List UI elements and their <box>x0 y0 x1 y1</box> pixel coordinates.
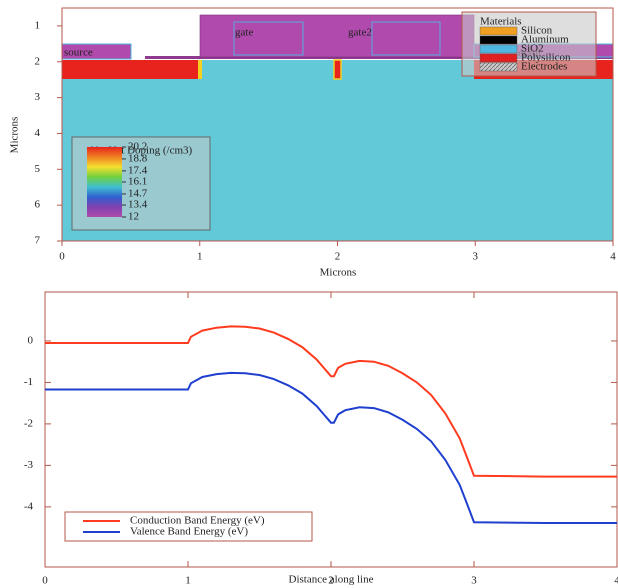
y-tick-label: 5 <box>35 163 41 175</box>
colorbar-label: 16.1 <box>128 176 147 188</box>
legend-swatch <box>480 36 517 44</box>
y-tick-label: -2 <box>24 417 33 429</box>
y-tick-label: 4 <box>35 127 41 139</box>
x-tick-label: 2 <box>335 251 341 263</box>
x-tick-label: 3 <box>473 251 479 263</box>
x-tick-label: 3 <box>471 575 477 587</box>
x-tick-label: 4 <box>614 575 618 587</box>
colorbar <box>87 147 122 217</box>
line-series <box>45 373 617 523</box>
x-tick-label: 1 <box>185 575 191 587</box>
region-label: source <box>64 47 93 59</box>
source-well <box>62 60 200 79</box>
y-tick-label: -4 <box>24 500 34 512</box>
x-tick-label: 2 <box>328 575 334 587</box>
colorbar-label: 12 <box>128 211 139 223</box>
colorbar-label: 13.4 <box>128 199 148 211</box>
y-tick-label: -3 <box>24 459 34 471</box>
y-tick-label: 0 <box>28 334 34 346</box>
junction <box>334 60 341 79</box>
legend-swatch <box>480 27 517 35</box>
region-label: gate <box>235 27 253 39</box>
y-tick-label: 1 <box>35 19 41 31</box>
x-tick-label: 0 <box>42 575 48 587</box>
x-tick-label: 4 <box>610 251 616 263</box>
junction <box>198 60 202 79</box>
line-series <box>45 326 617 476</box>
y-tick-label: -1 <box>24 376 33 388</box>
y-tick-label: 6 <box>35 199 41 211</box>
legend-swatch <box>480 63 517 71</box>
y-tick-label: 3 <box>35 91 41 103</box>
y-tick-label: 2 <box>35 55 41 67</box>
x-tick-label: 0 <box>59 251 65 263</box>
legend-label: Valence Band Energy (eV) <box>130 526 248 538</box>
x-axis-label: Microns <box>320 267 357 279</box>
legend-label: Electrodes <box>521 61 567 73</box>
colorbar-label: 18.8 <box>128 152 148 164</box>
legend-swatch <box>480 45 517 53</box>
y-tick-label: 7 <box>35 235 41 247</box>
page: source gate gate2 drain Materials Abs Ne… <box>0 0 618 588</box>
colorbar-label: 20.2 <box>128 141 147 153</box>
region-label: gate2 <box>348 27 372 39</box>
x-tick-label: 1 <box>197 251 203 263</box>
legend-title: Materials <box>480 16 522 28</box>
y-axis-label: Microns <box>9 117 21 154</box>
band-plot: Distance along line <box>45 292 617 586</box>
legend-swatch <box>480 54 517 62</box>
